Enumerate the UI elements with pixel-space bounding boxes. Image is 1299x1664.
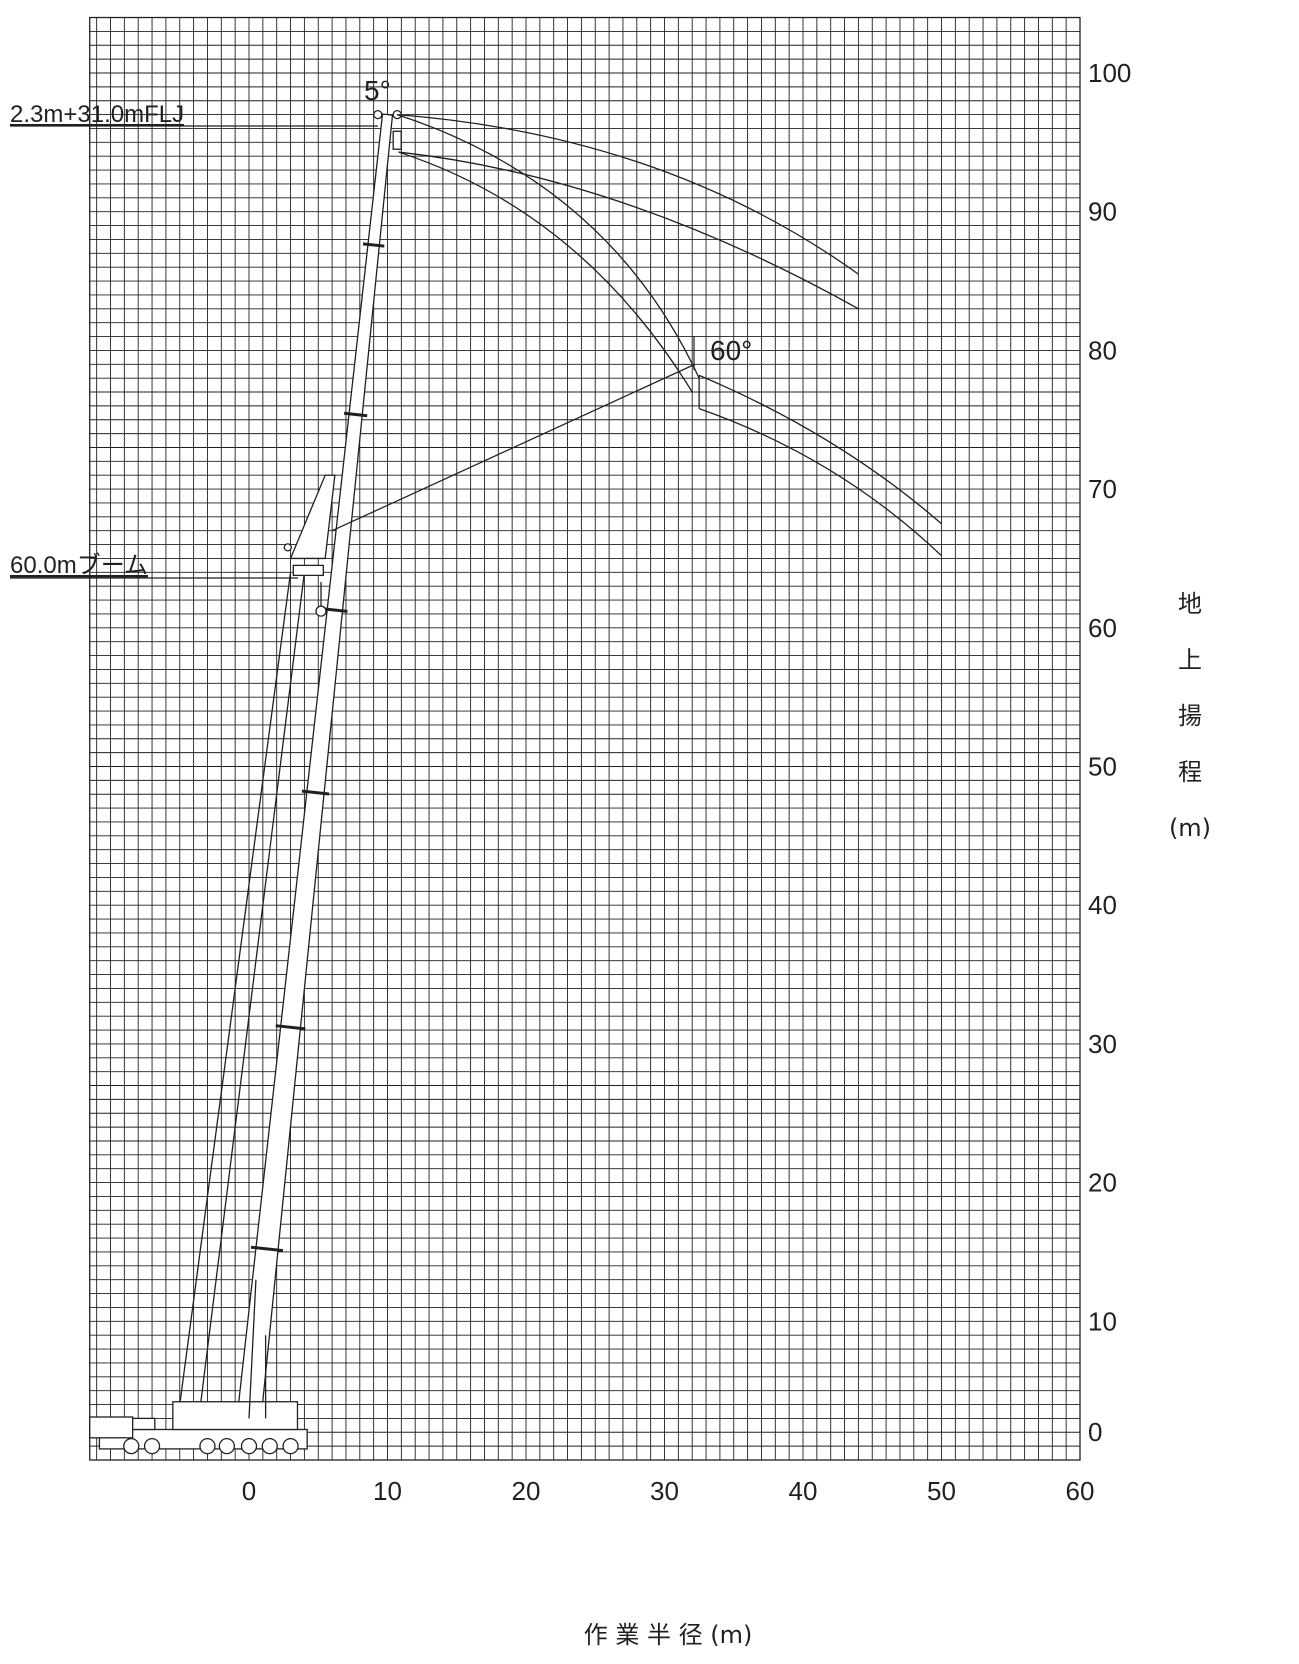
- y-axis-title-char: 揚: [1178, 702, 1202, 730]
- driver-cab: [89, 1416, 134, 1439]
- jib-5deg-lower-curve: [398, 151, 859, 310]
- boom-section-joint: [275, 1024, 306, 1031]
- boom-section-joint: [362, 242, 385, 248]
- y-axis-title-char: (m): [1169, 814, 1211, 842]
- x-axis-title: 作 業 半 径 (m): [584, 1621, 753, 1649]
- y-tick-label: 80: [1088, 335, 1117, 365]
- angle-label-60: 60°: [710, 335, 752, 366]
- wheel-icon: [282, 1437, 299, 1455]
- boom-head-frame: [292, 564, 324, 577]
- boom-head-arc-upper: [396, 113, 700, 379]
- y-tick-label: 30: [1088, 1029, 1117, 1059]
- y-tick-label: 60: [1088, 613, 1117, 643]
- x-tick-label: 0: [242, 1476, 256, 1506]
- y-axis-title-char: 地: [1178, 590, 1202, 618]
- y-tick-label: 40: [1088, 890, 1117, 920]
- hook-icon: [315, 605, 327, 617]
- wheel-icon: [199, 1437, 216, 1455]
- x-tick-label: 60: [1066, 1476, 1095, 1506]
- angle-label-5: 5°: [364, 75, 391, 106]
- boom-section-joint: [301, 789, 330, 796]
- boom-tension-line: [199, 572, 306, 1405]
- x-axis-tick-labels: 0 10 20 30 40 50 60: [242, 1476, 1095, 1506]
- jib-strut: [289, 474, 336, 560]
- boom-head-sheave: [373, 109, 383, 120]
- x-tick-label: 50: [927, 1476, 956, 1506]
- boom-sheave: [283, 543, 292, 552]
- boom-head-arc-lower: [398, 151, 693, 393]
- y-axis-title-char: 程: [1178, 758, 1202, 786]
- boom-tension-line: [179, 572, 292, 1405]
- boom-section-joint: [322, 607, 348, 613]
- wheel-icon: [218, 1437, 235, 1455]
- y-tick-label: 90: [1088, 197, 1117, 227]
- x-tick-label: 30: [650, 1476, 679, 1506]
- boom-section-joint: [343, 411, 368, 418]
- y-tick-label: 20: [1088, 1168, 1117, 1198]
- y-axis-title-char: 上: [1178, 646, 1202, 674]
- engine-housing: [132, 1417, 156, 1431]
- luffing-cylinder: [248, 1279, 257, 1419]
- wheel-icon: [240, 1437, 258, 1455]
- wheel-icon: [261, 1437, 278, 1455]
- jib-working-curves: [331, 113, 942, 557]
- wheel-icon: [143, 1437, 161, 1455]
- boom-length-label: 60.0mブーム: [10, 552, 148, 579]
- y-tick-label: 70: [1088, 474, 1117, 504]
- x-tick-label: 20: [512, 1476, 541, 1506]
- jib-60deg-line: [331, 363, 696, 532]
- y-tick-label: 0: [1088, 1417, 1102, 1447]
- crane-drawing: [89, 109, 402, 1455]
- y-tick-label: 100: [1088, 58, 1131, 88]
- wheel-icon: [123, 1437, 140, 1455]
- hook-block: [392, 130, 402, 150]
- jib-5deg-upper-curve: [397, 113, 859, 275]
- chart-frame: [89, 16, 1081, 1461]
- y-tick-label: 10: [1088, 1306, 1117, 1336]
- y-axis-tick-labels: 0 10 20 30 40 50 60 70 80 90 100: [1088, 58, 1131, 1447]
- chart-grid: [89, 17, 1081, 1461]
- jib-60deg-lower-curve: [698, 408, 942, 557]
- superstructure: [172, 1401, 299, 1431]
- x-tick-label: 40: [789, 1476, 818, 1506]
- jib-length-label: 2.3m+31.0mFLJ: [10, 101, 184, 128]
- y-tick-label: 50: [1088, 752, 1117, 782]
- boom-section-joint: [250, 1245, 284, 1253]
- jib-60deg-upper-curve: [698, 374, 942, 525]
- x-tick-label: 10: [373, 1476, 402, 1506]
